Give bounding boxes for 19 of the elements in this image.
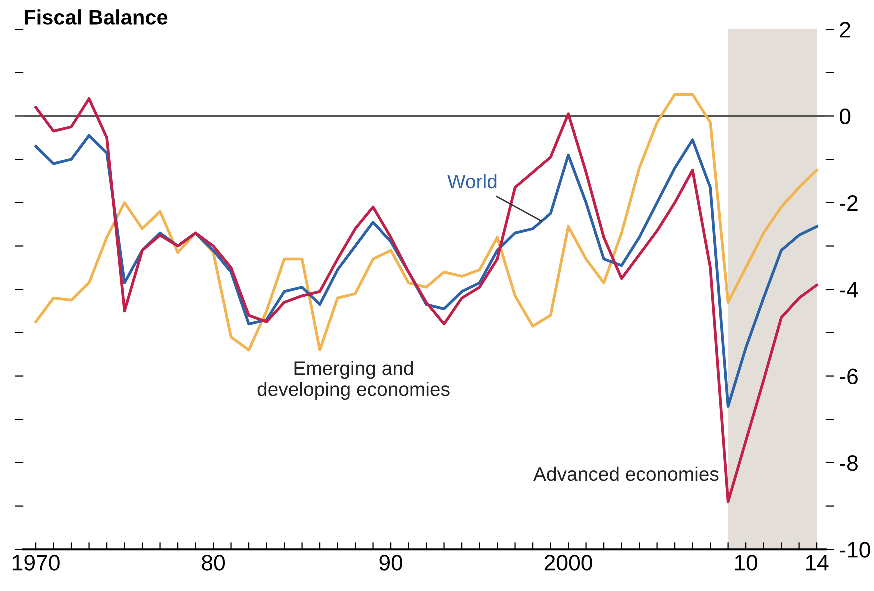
chart-title: Fiscal Balance xyxy=(24,10,168,25)
y-tick-label: -10 xyxy=(840,542,870,558)
x-tick-label: 90 xyxy=(380,555,403,571)
y-tick-label: 2 xyxy=(840,22,850,38)
y-tick-label: -6 xyxy=(840,368,858,385)
x-tick-label: 14 xyxy=(806,555,829,571)
y-tick-label: -4 xyxy=(840,282,858,298)
x-tick-label: 10 xyxy=(735,555,758,571)
series-label: Emerging and developing economies xyxy=(258,361,450,400)
x-tick-label: 2000 xyxy=(544,555,592,571)
y-tick-label: -2 xyxy=(840,195,858,211)
x-tick-label: 1970 xyxy=(13,555,60,571)
series-label: Advanced economies xyxy=(534,466,719,482)
y-tick-label: -8 xyxy=(840,455,858,472)
line-series xyxy=(34,93,818,352)
x-tick-label: 80 xyxy=(202,555,226,571)
line-series xyxy=(34,98,818,504)
text: World xyxy=(448,174,497,189)
y-tick-label: 0 xyxy=(840,108,851,124)
